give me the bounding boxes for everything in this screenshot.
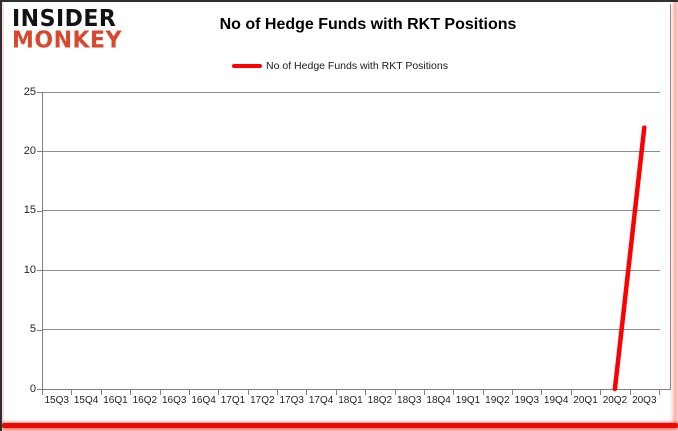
plot-right-frame-line — [670, 4, 671, 390]
legend-label: No of Hedge Funds with RKT Positions — [266, 60, 448, 72]
x-axis-tick — [659, 390, 660, 395]
x-axis-tick — [335, 390, 337, 395]
x-axis-label-18Q1: 18Q1 — [338, 395, 363, 406]
x-axis-label-20Q3: 20Q3 — [632, 395, 657, 406]
x-axis-tick — [365, 390, 367, 395]
y-axis-tick — [37, 389, 42, 390]
bottom-edge-glow — [2, 423, 678, 428]
x-axis-tick — [453, 390, 455, 395]
x-axis-tick — [277, 390, 279, 395]
y-axis-tick — [37, 151, 42, 153]
x-axis-tick — [159, 390, 161, 395]
y-axis-label: 0 — [29, 382, 36, 395]
y-axis-tick — [37, 210, 42, 212]
x-axis-label-19Q3: 19Q3 — [514, 395, 540, 406]
gridline-y-10 — [43, 269, 660, 271]
logo-line-insider: INSIDER — [12, 6, 117, 33]
y-axis-tick — [37, 270, 42, 272]
x-axis-label-19Q4: 19Q4 — [543, 395, 569, 406]
x-axis-tick — [512, 390, 514, 395]
x-axis-label-18Q2: 18Q2 — [367, 395, 393, 406]
plot-area — [42, 91, 660, 390]
x-axis-label-16Q2: 16Q2 — [132, 395, 158, 406]
gridline-y-15 — [43, 210, 660, 212]
x-axis-tick — [423, 390, 425, 395]
legend: No of Hedge Funds with RKT Positions — [2, 60, 678, 72]
x-axis-tick — [600, 390, 602, 395]
x-axis-label-16Q4: 16Q4 — [191, 395, 216, 406]
gridline-y-5 — [43, 329, 660, 331]
gridline-y-25 — [43, 91, 660, 93]
y-axis-label: 10 — [23, 263, 36, 276]
x-axis-tick — [570, 390, 572, 395]
x-axis-tick — [629, 390, 631, 395]
gridline-y-20 — [43, 150, 660, 152]
chart-title: No of Hedge Funds with RKT Positions — [219, 16, 517, 33]
x-axis-label-19Q1: 19Q1 — [455, 395, 481, 406]
x-axis-label-16Q3: 16Q3 — [161, 395, 187, 406]
x-axis-tick — [306, 390, 308, 395]
legend-line-marker — [232, 64, 263, 68]
series-line-red — [612, 125, 647, 392]
x-axis-label-16Q1: 16Q1 — [103, 395, 128, 406]
x-axis-label-20Q2: 20Q2 — [602, 395, 628, 406]
x-axis-tick — [394, 390, 396, 395]
x-axis-tick — [247, 390, 249, 395]
x-axis-tick — [482, 390, 484, 395]
x-axis-label-17Q4: 17Q4 — [308, 395, 334, 406]
x-axis-tick — [218, 390, 220, 395]
y-axis-tick — [37, 329, 42, 331]
x-axis-label-15Q3: 15Q3 — [44, 395, 69, 406]
x-axis-label-19Q2: 19Q2 — [485, 395, 510, 406]
left-edge-glow — [2, 2, 4, 423]
x-axis-tick — [541, 390, 543, 395]
y-axis-tick — [37, 92, 42, 93]
right-edge-glow — [674, 2, 677, 425]
x-axis-tick — [42, 390, 43, 395]
y-axis-label: 15 — [23, 204, 36, 217]
x-axis-tick — [130, 390, 132, 395]
insider-monkey-logo: INSIDER MONKEY — [12, 6, 123, 54]
x-axis-tick — [100, 390, 102, 395]
x-axis-tick — [71, 390, 73, 395]
x-axis-label-20Q1: 20Q1 — [573, 395, 598, 406]
y-axis-label: 20 — [23, 144, 36, 157]
y-axis-label: 5 — [29, 323, 36, 336]
x-axis-extension — [659, 389, 670, 390]
logo-line-monkey: MONKEY — [12, 27, 123, 54]
x-axis-label-17Q1: 17Q1 — [220, 395, 246, 406]
x-axis-label-18Q3: 18Q3 — [397, 395, 422, 406]
x-axis-label-18Q4: 18Q4 — [426, 395, 451, 406]
x-axis-label-15Q4: 15Q4 — [73, 395, 99, 406]
y-axis-label: 25 — [23, 85, 36, 98]
x-axis-label-17Q3: 17Q3 — [279, 395, 304, 406]
x-axis-label-17Q2: 17Q2 — [250, 395, 275, 406]
x-axis-tick — [188, 390, 190, 395]
